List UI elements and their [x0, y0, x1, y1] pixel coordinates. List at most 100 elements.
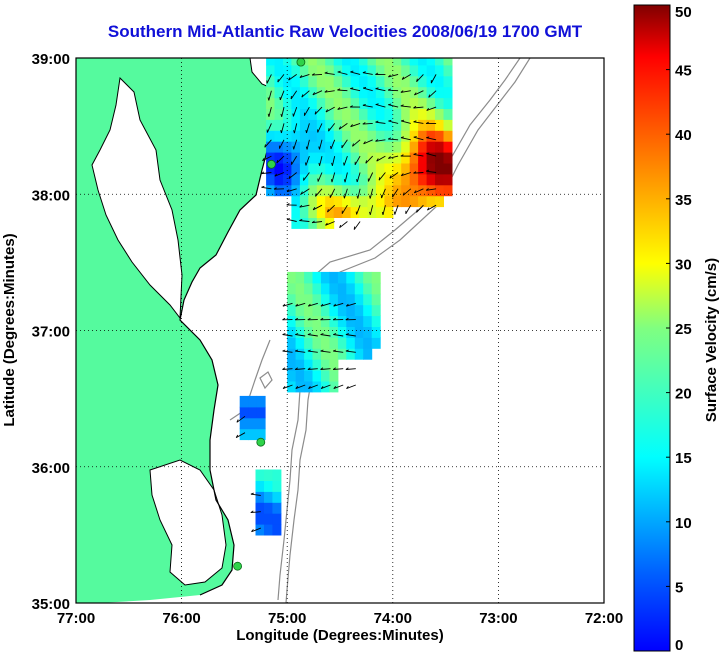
vector-arrow	[382, 205, 386, 216]
vector-arrow	[327, 204, 336, 213]
velocity-cell	[435, 195, 444, 208]
velocity-cell	[266, 141, 276, 153]
vector-arrow-head	[328, 128, 330, 132]
velocity-cell	[239, 417, 249, 430]
vector-arrow	[341, 139, 348, 149]
velocity-cell	[426, 141, 436, 153]
velocity-cell	[418, 173, 428, 186]
vector-arrow	[282, 368, 293, 370]
vector-arrow-head	[299, 218, 303, 222]
vector-arrow	[350, 71, 361, 75]
velocity-cell	[312, 326, 322, 338]
vector-arrow-head	[314, 111, 317, 115]
velocity-cell	[333, 58, 343, 66]
velocity-cell	[384, 97, 394, 109]
vector-arrow	[250, 511, 261, 514]
velocity-cell	[384, 119, 394, 131]
velocity-cell	[401, 58, 411, 66]
vector-arrow-head	[362, 122, 366, 125]
velocity-cell	[435, 58, 444, 66]
velocity-cell	[308, 206, 318, 218]
velocity-cell	[312, 359, 322, 371]
vector-arrow	[388, 73, 399, 78]
vector-arrow	[345, 368, 356, 370]
velocity-cell	[304, 380, 314, 393]
vector-arrow-head	[400, 119, 405, 122]
velocity-cell	[287, 304, 297, 317]
vector-arrow-head	[324, 71, 328, 74]
vector-arrow-head	[320, 367, 324, 370]
velocity-cell	[342, 130, 352, 142]
velocity-cell	[418, 119, 428, 131]
velocity-cell	[342, 162, 352, 175]
vector-arrow-head	[261, 185, 265, 188]
velocity-cell	[392, 97, 402, 109]
velocity-cell	[392, 58, 402, 66]
vector-arrow	[362, 104, 373, 108]
velocity-cell	[266, 162, 276, 175]
vector-arrow	[405, 204, 412, 215]
velocity-cell	[359, 86, 368, 99]
velocity-cell	[375, 184, 385, 197]
velocity-cell	[329, 326, 339, 338]
velocity-cell	[264, 513, 273, 525]
velocity-cell	[384, 108, 394, 120]
velocity-cell	[409, 64, 419, 77]
velocity-cell	[333, 195, 343, 208]
velocity-cell	[409, 75, 419, 88]
vector-arrow	[330, 139, 336, 150]
vector-arrow	[344, 172, 348, 183]
velocity-cell	[299, 86, 309, 99]
vector-arrow	[356, 205, 361, 215]
vector-arrow	[299, 204, 310, 208]
colorbar-tick-label: 30	[675, 256, 692, 273]
velocity-cell	[291, 217, 301, 229]
velocity-cell	[312, 304, 322, 317]
velocity-cell	[329, 380, 339, 393]
vector-arrow	[333, 302, 344, 307]
velocity-cell	[375, 64, 385, 77]
velocity-cell	[333, 162, 343, 175]
vector-arrow-head	[426, 107, 430, 111]
vector-arrow	[339, 221, 348, 229]
velocity-cell	[363, 326, 373, 338]
velocity-cell	[443, 58, 453, 66]
vector-arrow	[304, 106, 310, 116]
velocity-cell	[312, 282, 322, 295]
radar-station-marker	[233, 561, 243, 571]
vector-arrow-head	[387, 88, 391, 91]
velocity-cell	[337, 348, 347, 360]
velocity-cell	[266, 152, 276, 164]
velocity-cell	[333, 173, 343, 186]
velocity-cell	[392, 86, 402, 99]
vector-arrow-head	[389, 175, 392, 179]
vector-arrow	[357, 188, 361, 199]
vector-arrow	[317, 123, 323, 133]
velocity-cell	[342, 86, 352, 99]
vector-arrow-head	[295, 386, 299, 389]
velocity-cell	[333, 119, 343, 131]
vector-arrow	[426, 153, 437, 157]
vector-arrow-head	[324, 90, 328, 93]
velocity-cell	[272, 469, 282, 481]
vector-arrow	[295, 384, 306, 390]
vector-arrow	[362, 87, 373, 92]
velocity-cell	[291, 75, 301, 88]
colorbar	[633, 4, 671, 652]
vector-arrow-head	[318, 162, 321, 166]
velocity-cell	[426, 64, 436, 77]
vector-arrow	[308, 384, 318, 390]
velocity-cell	[342, 64, 352, 77]
vector-arrow-head	[337, 107, 341, 110]
velocity-cell	[321, 370, 330, 382]
velocity-cell	[264, 524, 273, 536]
velocity-cell	[255, 480, 265, 492]
vector-arrow	[261, 172, 272, 175]
velocity-cell	[367, 108, 377, 120]
vector-arrow-head	[345, 367, 349, 370]
velocity-cell	[363, 315, 373, 327]
velocity-cell	[321, 337, 330, 349]
velocity-cell	[418, 75, 428, 88]
vector-arrow	[376, 155, 386, 162]
velocity-cell	[401, 97, 411, 109]
